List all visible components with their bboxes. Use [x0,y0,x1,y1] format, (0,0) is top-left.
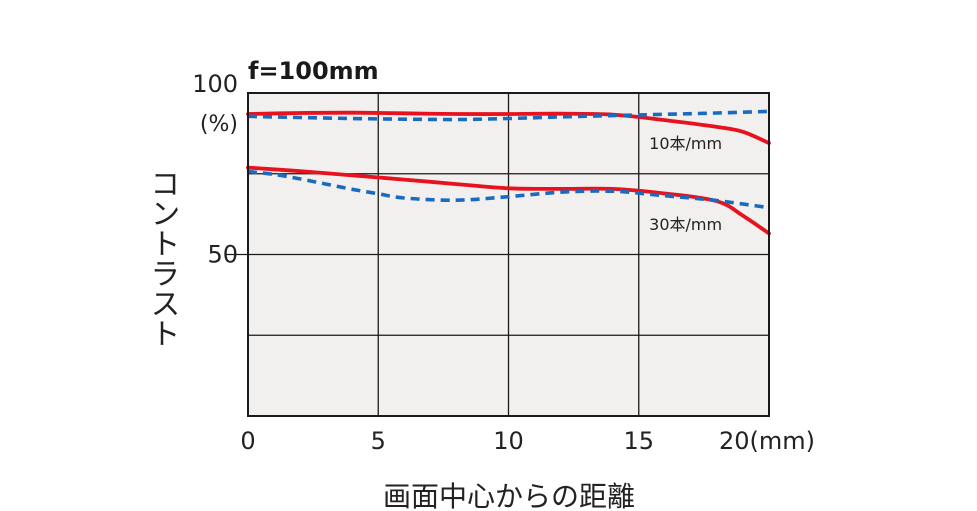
series-4-dashed-line [247,169,770,210]
annotations: 10本/mm 30本/mm [649,134,722,234]
series-annotation: 30本/mm [649,215,722,234]
x-axis-ticks: 0 5 10 15 20(mm) [240,427,815,455]
y-unit-label: (%) [200,112,238,137]
x-axis-label: 画面中心からの距離 [383,480,635,511]
series-3-solid-line [246,165,771,236]
x-tick-label: 20(mm) [719,427,815,455]
y-axis-label: コントラスト [145,168,180,348]
chart-title: f=100mm [248,57,379,85]
series-annotation: 10本/mm [649,134,722,153]
x-tick-label: 10 [493,427,524,455]
y-axis-ticks: 100 50 [192,70,238,269]
series-1-solid-line [246,110,771,145]
series-2-dashed-line [247,109,770,122]
x-tick-label: 5 [371,427,386,455]
x-tick-label: 15 [623,427,654,455]
grid-lines [226,93,769,416]
curve-layer [246,109,771,236]
y-tick-label: 50 [207,241,238,269]
plot-border [247,92,770,417]
y-tick-label: 100 [192,70,238,98]
x-tick-label: 0 [240,427,255,455]
